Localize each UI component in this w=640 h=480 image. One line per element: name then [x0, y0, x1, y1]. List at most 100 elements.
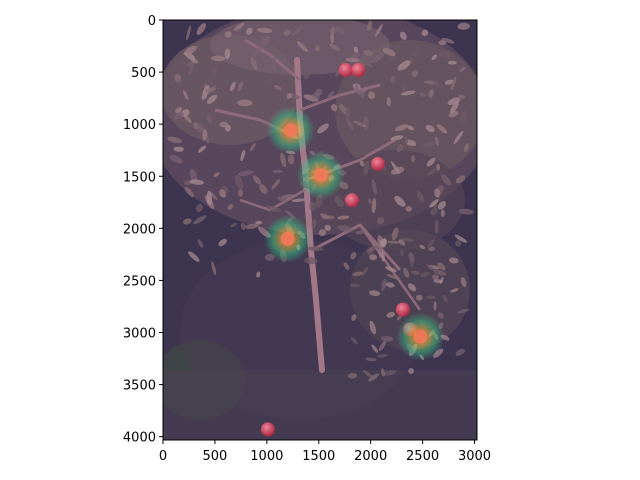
leaf	[457, 308, 470, 314]
leaf	[416, 191, 425, 203]
apple	[260, 422, 275, 437]
leaf	[407, 283, 417, 292]
leaf	[237, 81, 244, 92]
leaf	[420, 92, 427, 98]
leaf	[376, 216, 385, 225]
leaf	[371, 344, 379, 353]
leaf	[189, 168, 198, 183]
leaf	[307, 246, 324, 252]
leaf	[434, 136, 439, 146]
leaf	[193, 122, 199, 130]
leaf	[380, 368, 386, 377]
leaf	[345, 57, 360, 63]
leaf	[433, 269, 447, 276]
leaf	[237, 170, 254, 176]
leaf	[174, 73, 182, 83]
leaf	[265, 205, 281, 212]
leaf	[272, 169, 284, 174]
leaf	[207, 94, 218, 104]
leaf	[441, 37, 455, 44]
detected-apple	[280, 231, 295, 246]
leaf	[426, 264, 435, 271]
leaf	[412, 48, 418, 57]
leaf	[363, 49, 373, 57]
leaf	[195, 203, 203, 213]
x-tick-label: 2000	[354, 449, 387, 464]
leaf	[188, 62, 195, 69]
leaf	[430, 207, 438, 216]
leaf	[330, 27, 336, 35]
leaf	[197, 239, 204, 248]
leaf	[337, 215, 350, 220]
leaf	[429, 199, 439, 208]
leaf	[219, 189, 227, 198]
leaf	[211, 55, 226, 62]
leaf	[291, 25, 303, 36]
leaf	[433, 301, 437, 311]
leaf	[206, 190, 213, 206]
leaf	[436, 124, 448, 134]
apple	[395, 302, 410, 317]
leaf	[441, 174, 452, 186]
leaf	[367, 198, 372, 204]
leaf	[351, 52, 361, 58]
x-tick-label: 3000	[458, 449, 491, 464]
leaf	[193, 215, 207, 225]
leaf	[398, 239, 406, 246]
leaf	[362, 59, 373, 68]
leaf	[202, 129, 207, 141]
leaf	[169, 155, 183, 164]
leaf	[437, 200, 446, 210]
y-tick-label: 2500	[123, 274, 156, 289]
leaf	[287, 154, 295, 165]
leaf	[303, 72, 310, 80]
leaf	[378, 340, 387, 351]
leaf	[213, 172, 220, 177]
leaf	[450, 76, 457, 91]
leaf	[251, 46, 263, 58]
leaf	[296, 41, 308, 52]
leaf	[457, 22, 470, 30]
y-tick-label: 4000	[123, 431, 156, 446]
leaf	[431, 54, 438, 61]
leaf	[278, 45, 290, 50]
leaf	[355, 230, 366, 235]
leaf	[454, 234, 468, 243]
leaf	[459, 66, 466, 72]
leaf	[426, 295, 436, 300]
leaf	[458, 94, 466, 99]
leaf	[173, 146, 184, 152]
leaf	[362, 116, 369, 130]
leaf	[352, 271, 364, 277]
leaf	[434, 188, 441, 198]
leaf	[280, 152, 287, 168]
leaf	[244, 223, 259, 230]
leaf	[246, 27, 253, 35]
leaf	[390, 75, 396, 84]
y-tick-label: 500	[131, 66, 156, 81]
x-axis-ticks: 0 500 1000 1500 2000 2500 3000	[159, 440, 491, 464]
leaf	[380, 336, 394, 342]
leaf	[353, 120, 367, 128]
leaf	[224, 48, 231, 60]
leaf	[167, 136, 183, 144]
leaf	[421, 29, 429, 37]
leaf	[225, 124, 231, 132]
leaf	[395, 124, 409, 132]
leaf	[175, 107, 183, 114]
leaf	[371, 53, 384, 64]
leaf	[351, 314, 357, 321]
leaf	[350, 337, 358, 345]
leaf	[173, 112, 185, 120]
detected-apple	[413, 329, 428, 344]
leaf	[425, 124, 435, 133]
leaf	[385, 282, 395, 288]
leaf	[303, 94, 319, 102]
leaf	[368, 91, 376, 100]
leaf	[397, 60, 411, 71]
leaf	[271, 57, 277, 70]
leaf	[197, 123, 204, 133]
leaf	[381, 251, 385, 262]
leaf	[260, 36, 268, 44]
leaf	[369, 320, 377, 335]
